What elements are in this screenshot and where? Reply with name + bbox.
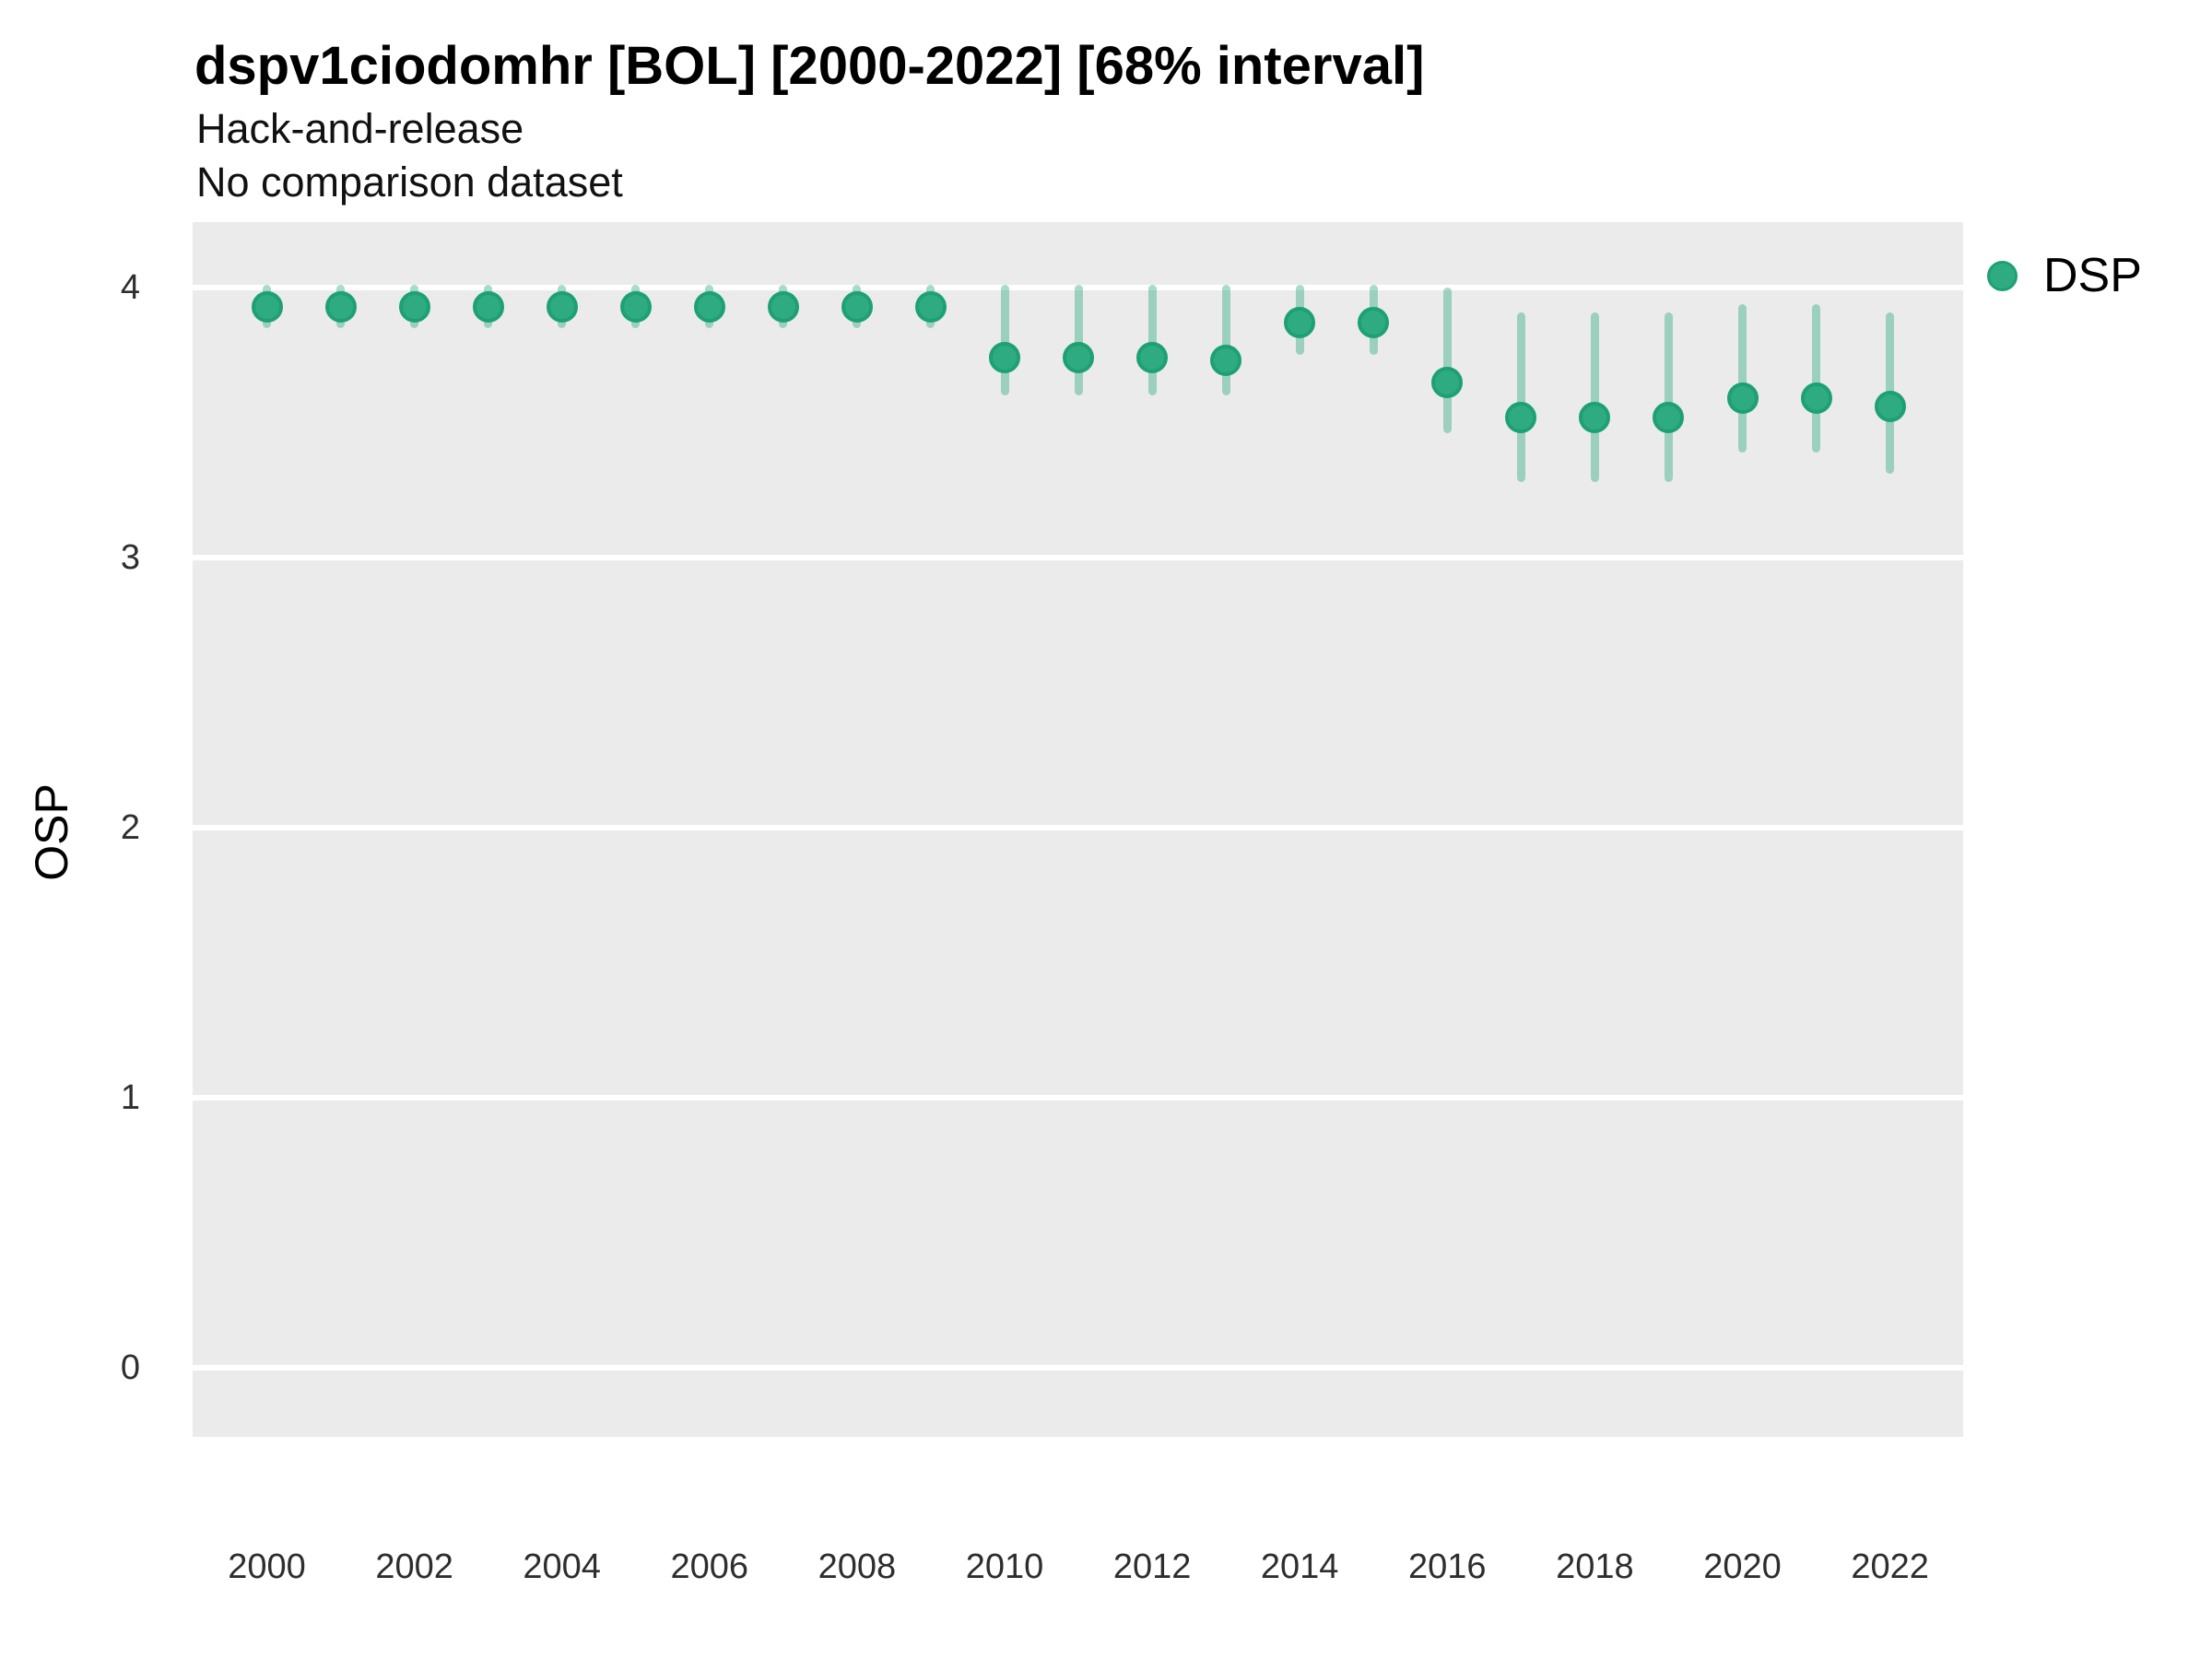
data-point (1874, 391, 1906, 423)
data-point (251, 290, 283, 323)
data-point (693, 290, 725, 323)
data-point (1579, 401, 1611, 433)
x-tick-label: 2002 (375, 1547, 453, 1586)
error-bar-68 (1442, 288, 1452, 434)
error-bar-68 (1516, 312, 1525, 483)
x-tick-label: 2014 (1260, 1547, 1339, 1586)
error-bar-68 (1221, 285, 1230, 396)
error-bar-68 (1738, 303, 1747, 453)
major-gridline-y (193, 824, 1963, 830)
x-tick-label: 2012 (1112, 1547, 1192, 1586)
error-bar-68 (1074, 285, 1083, 396)
data-point (472, 290, 504, 323)
x-tick-label: 2000 (228, 1547, 306, 1586)
data-point (1800, 382, 1832, 415)
major-gridline-y (193, 285, 1963, 291)
x-tick-label: 2018 (1556, 1547, 1634, 1586)
data-point (914, 290, 947, 323)
data-point (989, 342, 1020, 374)
data-point (1653, 401, 1685, 433)
data-point (1505, 401, 1537, 433)
data-point (546, 290, 578, 323)
data-point (324, 290, 357, 323)
x-tick-label: 2008 (818, 1547, 897, 1586)
y-tick-label: 1 (120, 1077, 140, 1117)
plot-panel (193, 222, 1963, 1437)
y-tick-label: 3 (120, 538, 140, 578)
x-tick-label: 2004 (523, 1547, 601, 1586)
data-point (767, 290, 799, 323)
error-bar-68 (1664, 312, 1673, 483)
x-tick-label: 2020 (1703, 1547, 1782, 1586)
major-gridline-y (193, 1364, 1963, 1371)
y-tick-label: 4 (120, 268, 140, 308)
x-tick-label: 2010 (965, 1547, 1044, 1586)
data-point (1063, 342, 1095, 374)
data-point (1358, 307, 1390, 339)
major-gridline-y (193, 1094, 1963, 1100)
data-point (1136, 342, 1169, 374)
error-bar-68 (1147, 285, 1157, 396)
y-tick-label: 0 (120, 1347, 140, 1387)
y-tick-label: 2 (120, 807, 140, 847)
legend-series-label: DSP (2043, 249, 2142, 302)
data-point (1431, 366, 1464, 398)
data-point (1284, 307, 1316, 339)
chart-subtitle-line1: Hack-and-release (196, 105, 524, 152)
x-tick-label: 2022 (1851, 1547, 1929, 1586)
data-point (619, 290, 652, 323)
x-tick-label: 2006 (670, 1547, 749, 1586)
major-gridline-y (193, 555, 1963, 561)
legend-marker-icon (1987, 260, 2018, 291)
error-bar-68 (1812, 303, 1821, 453)
data-point (841, 290, 873, 323)
error-bar-68 (1000, 285, 1009, 396)
data-point (1210, 345, 1242, 377)
x-tick-label: 2016 (1408, 1547, 1487, 1586)
legend: DSP (1987, 247, 2142, 304)
chart-subtitle-line2: No comparison dataset (196, 159, 623, 206)
data-point (1726, 382, 1759, 415)
chart-title: dspv1ciodomhr [BOL] [2000-2022] [68% int… (194, 36, 1425, 96)
error-bar-68 (1590, 312, 1599, 483)
data-point (398, 290, 430, 323)
